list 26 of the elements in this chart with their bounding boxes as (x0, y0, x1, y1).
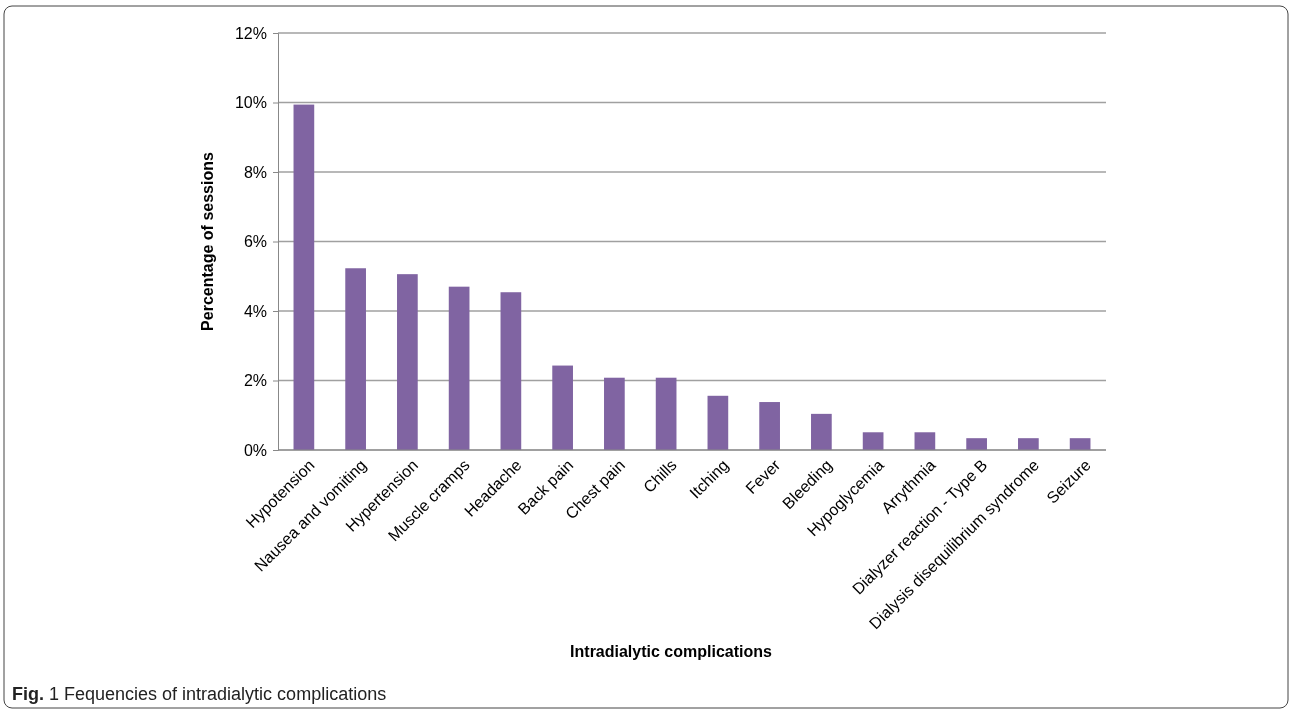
caption: Fig. 1 Fequencies of intradialytic complications (12, 684, 387, 704)
y-tick-label: 4% (243, 302, 267, 320)
bar (397, 274, 418, 450)
bar (1069, 438, 1091, 450)
bar (707, 395, 729, 450)
bar (862, 432, 884, 450)
bar (759, 402, 780, 450)
bar (293, 104, 315, 450)
y-axis-title: Percentage of sessions (199, 152, 216, 331)
y-tick-label: 6% (243, 233, 267, 251)
bar (811, 413, 832, 450)
bar (655, 377, 677, 450)
y-tick-label: 12% (234, 24, 267, 42)
bar (552, 365, 573, 450)
bar (448, 286, 470, 450)
bar (604, 377, 625, 450)
y-tick-label: 0% (243, 441, 267, 459)
bar (966, 438, 987, 450)
bar (345, 268, 366, 450)
y-tick-label: 10% (234, 94, 267, 112)
x-axis-title: Intradialytic complications (570, 643, 773, 660)
y-tick-label: 2% (243, 372, 267, 390)
bar (914, 432, 936, 450)
y-tick-label: 8% (243, 163, 267, 181)
bar (1018, 438, 1039, 450)
bar (500, 292, 522, 450)
